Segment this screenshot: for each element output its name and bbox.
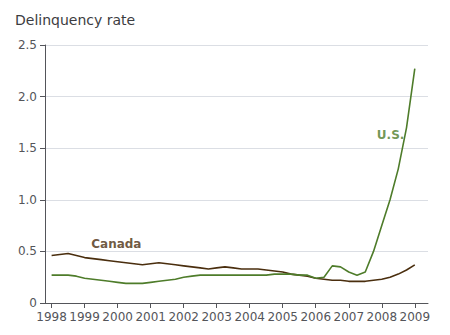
svg-text:1.5: 1.5 — [18, 141, 37, 155]
svg-text:U.S.: U.S. — [377, 128, 405, 142]
svg-text:2004: 2004 — [234, 310, 265, 324]
svg-text:2001: 2001 — [135, 310, 166, 324]
svg-text:2007: 2007 — [333, 310, 364, 324]
svg-text:2008: 2008 — [367, 310, 398, 324]
svg-text:2.0: 2.0 — [18, 90, 37, 104]
svg-text:2002: 2002 — [168, 310, 199, 324]
svg-text:Delinquency rate: Delinquency rate — [15, 12, 135, 28]
svg-text:Canada: Canada — [91, 237, 141, 251]
svg-text:1998: 1998 — [36, 310, 67, 324]
svg-text:2006: 2006 — [300, 310, 331, 324]
svg-text:2009: 2009 — [400, 310, 431, 324]
svg-text:2.5: 2.5 — [18, 38, 37, 52]
svg-text:0.5: 0.5 — [18, 244, 37, 258]
svg-text:1999: 1999 — [69, 310, 100, 324]
svg-text:0: 0 — [29, 296, 37, 310]
svg-text:1.0: 1.0 — [18, 193, 37, 207]
svg-text:2003: 2003 — [201, 310, 232, 324]
svg-text:2005: 2005 — [267, 310, 298, 324]
svg-text:2000: 2000 — [102, 310, 133, 324]
